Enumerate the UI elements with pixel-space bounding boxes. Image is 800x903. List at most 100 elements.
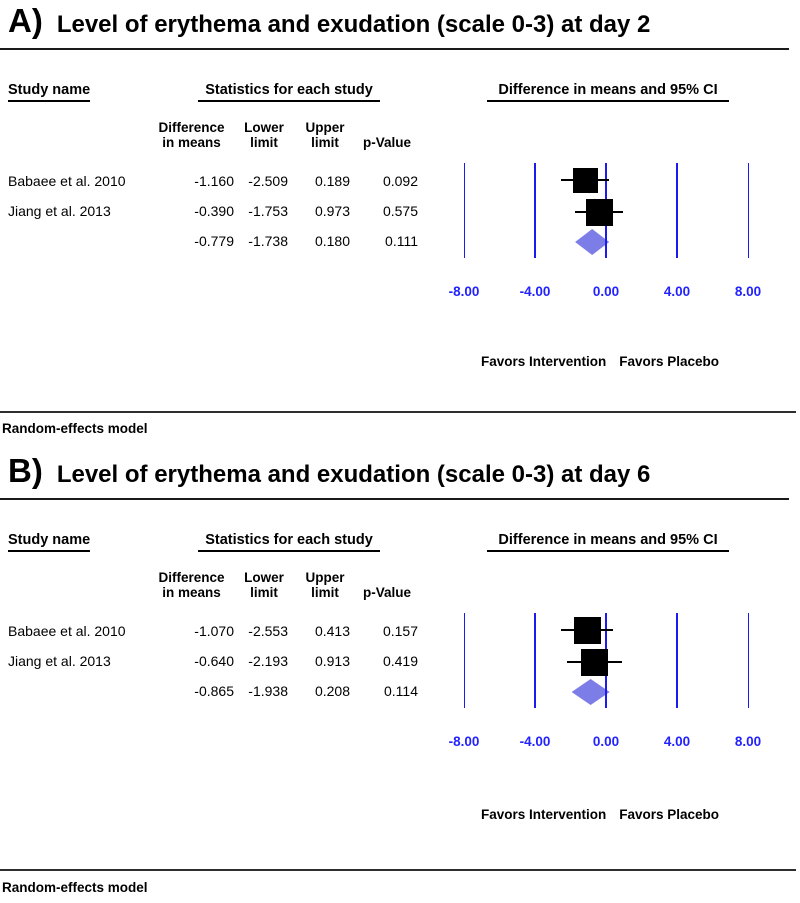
table-row-summary: -0.779 -1.738 0.180 0.111 (0, 233, 440, 249)
diff-in-means-cell: -1.160 (194, 173, 234, 189)
axis-gridline (747, 163, 749, 258)
diff-in-means-cell: -0.865 (194, 683, 234, 699)
subheader-line: Upper (305, 570, 345, 585)
favors-intervention-label: Favors Intervention (480, 807, 607, 822)
panel-a-title: Level of erythema and exudation (scale 0… (56, 11, 651, 38)
p-value-cell: 0.111 (385, 233, 418, 249)
study-weight-square (573, 616, 601, 644)
subheader-line: limit (250, 585, 278, 600)
favors-labels: Favors Intervention Favors Placebo (440, 354, 760, 369)
subheader-line: Upper (305, 120, 345, 135)
subheader-line: limit (311, 135, 339, 150)
subheader-lower-limit: Lower limit (240, 569, 288, 600)
lower-limit-cell: -2.553 (248, 623, 288, 639)
upper-limit-cell: 0.208 (314, 683, 350, 699)
title-rule (0, 498, 789, 500)
lower-limit-cell: -1.738 (248, 233, 288, 249)
lower-limit-cell: -1.938 (248, 683, 288, 699)
lower-limit-cell: -2.509 (248, 173, 288, 189)
subheader-lower-limit: Lower limit (240, 119, 288, 150)
subheader-difference-in-means: Difference in means (149, 119, 234, 150)
subheader-line: p-Value (362, 585, 411, 600)
upper-limit-cell: 0.913 (314, 653, 350, 669)
p-value-cell: 0.419 (382, 653, 418, 669)
table-row: Jiang et al. 2013 -0.390 -1.753 0.973 0.… (0, 203, 440, 219)
column-header-ci: Difference in means and 95% CI (487, 82, 729, 102)
table-row: Babaee et al. 2010 -1.160 -2.509 0.189 0… (0, 173, 440, 189)
p-value-cell: 0.575 (382, 203, 418, 219)
axis-tick-label: -4.00 (519, 734, 551, 749)
subheader-line: Lower (244, 120, 284, 135)
axis-gridline (676, 613, 678, 708)
column-header-study-name: Study name (8, 532, 91, 552)
forest-plot-area: -8.00 -4.00 0.00 4.00 8.00 (0, 0, 800, 450)
p-value-cell: 0.157 (382, 623, 418, 639)
axis-gridline (747, 613, 749, 708)
study-weight-square (585, 198, 613, 226)
axis-gridline (534, 613, 536, 708)
p-value-cell: 0.114 (384, 683, 418, 699)
subheader-difference-in-means: Difference in means (149, 569, 234, 600)
study-name-cell: Jiang et al. 2013 (8, 203, 111, 219)
favors-intervention-label: Favors Intervention (480, 354, 607, 369)
axis-gridline (463, 613, 465, 708)
diff-in-means-cell: -0.779 (194, 233, 234, 249)
axis-tick-label: -8.00 (448, 734, 480, 749)
favors-placebo-label: Favors Placebo (619, 807, 720, 822)
forest-plot-area: -8.00 -4.00 0.00 4.00 8.00 (0, 450, 800, 900)
favors-labels: Favors Intervention Favors Placebo (440, 807, 760, 822)
subheader-p-value: p-Value (356, 569, 418, 600)
panel-a-title-row: A) Level of erythema and exudation (scal… (8, 2, 650, 40)
column-header-statistics: Statistics for each study (198, 532, 380, 552)
axis-gridline (463, 163, 465, 258)
upper-limit-cell: 0.973 (314, 203, 350, 219)
subheader-p-value: p-Value (356, 119, 418, 150)
axis-tick-label: 8.00 (734, 284, 762, 299)
subheader-line: in means (162, 135, 221, 150)
diff-in-means-cell: -1.070 (194, 623, 234, 639)
summary-diamond (571, 679, 610, 705)
subheader-line: in means (162, 585, 221, 600)
study-weight-square (572, 167, 598, 193)
panel-a-label: A) (8, 2, 43, 39)
lower-limit-cell: -2.193 (248, 653, 288, 669)
lower-limit-cell: -1.753 (248, 203, 288, 219)
subheader-upper-limit: Upper limit (300, 569, 350, 600)
axis-gridline (534, 163, 536, 258)
favors-placebo-label: Favors Placebo (619, 354, 720, 369)
axis-tick-label: 0.00 (592, 284, 620, 299)
section-divider (0, 869, 796, 871)
table-row: Babaee et al. 2010 -1.070 -2.553 0.413 0… (0, 623, 440, 639)
panel-b-title-row: B) Level of erythema and exudation (scal… (8, 452, 650, 490)
table-row: Jiang et al. 2013 -0.640 -2.193 0.913 0.… (0, 653, 440, 669)
panel-b-label: B) (8, 452, 43, 489)
subheader-line: p-Value (362, 135, 411, 150)
study-name-cell: Babaee et al. 2010 (8, 173, 126, 189)
upper-limit-cell: 0.413 (314, 623, 350, 639)
model-footnote: Random-effects model (2, 880, 148, 895)
axis-tick-label: -4.00 (519, 284, 551, 299)
column-header-study-name: Study name (8, 82, 91, 102)
study-name-cell: Babaee et al. 2010 (8, 623, 126, 639)
axis-tick-label: 4.00 (663, 284, 691, 299)
subheader-line: limit (311, 585, 339, 600)
subheader-line: limit (250, 135, 278, 150)
diff-in-means-cell: -0.640 (194, 653, 234, 669)
study-name-cell: Jiang et al. 2013 (8, 653, 111, 669)
model-footnote: Random-effects model (2, 421, 148, 436)
p-value-cell: 0.092 (382, 173, 418, 189)
axis-tick-label: 8.00 (734, 734, 762, 749)
subheader-line: Lower (244, 570, 284, 585)
axis-tick-label: -8.00 (448, 284, 480, 299)
section-divider (0, 411, 796, 413)
panel-b: B) Level of erythema and exudation (scal… (0, 450, 800, 903)
axis-tick-label: 0.00 (592, 734, 620, 749)
study-weight-square (581, 648, 609, 676)
subheader-line: Difference (158, 120, 225, 135)
upper-limit-cell: 0.189 (314, 173, 350, 189)
axis-tick-label: 4.00 (663, 734, 691, 749)
subheader-upper-limit: Upper limit (300, 119, 350, 150)
column-header-statistics: Statistics for each study (198, 82, 380, 102)
panel-a: A) Level of erythema and exudation (scal… (0, 0, 800, 450)
